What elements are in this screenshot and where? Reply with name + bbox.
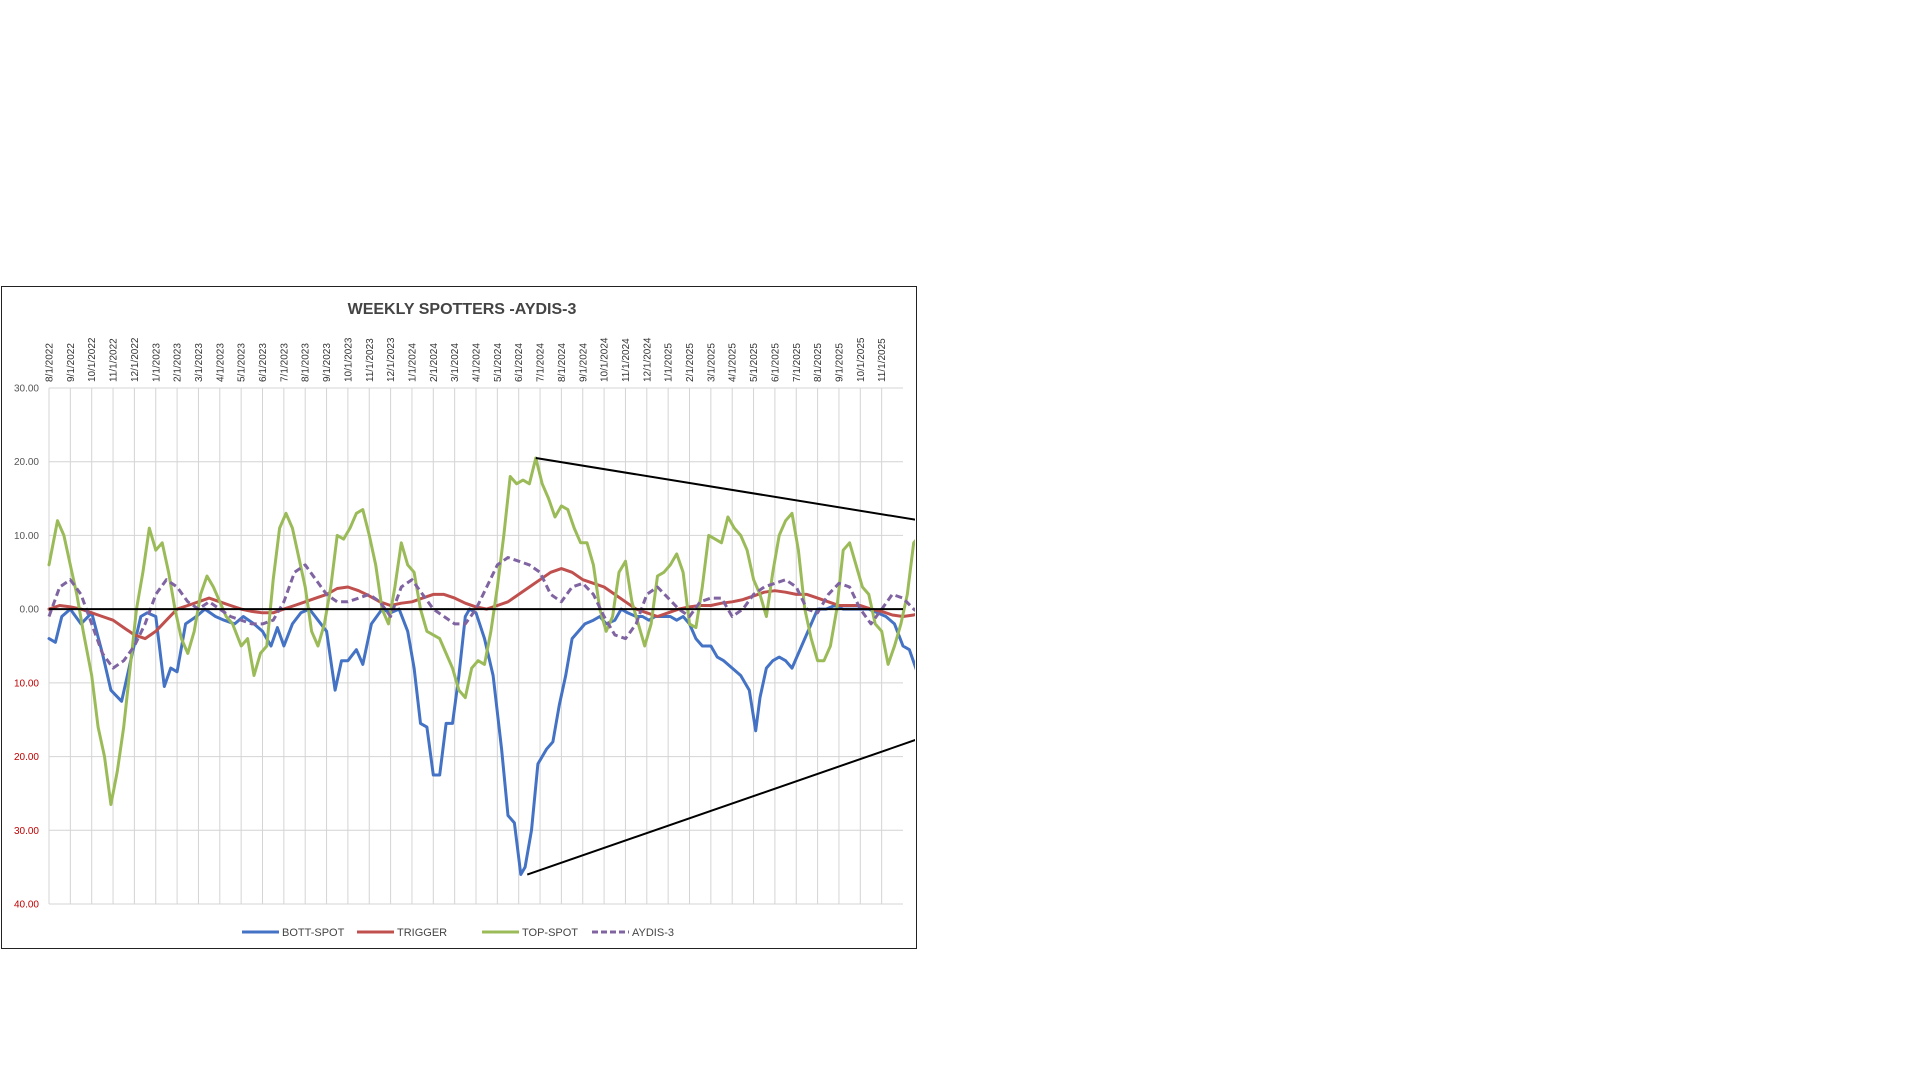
x-tick-label: 9/1/2022: [66, 343, 77, 382]
x-tick-label: 8/1/2022: [45, 343, 56, 382]
y-tick-label: 40.00: [14, 900, 39, 911]
x-tick-label: 2/1/2023: [173, 343, 184, 382]
series-line-aydis-3: [47, 556, 915, 670]
x-tick-label: 4/1/2025: [728, 343, 739, 382]
x-tick-label: 4/1/2023: [215, 343, 226, 382]
x-tick-label: 10/1/2025: [856, 337, 867, 382]
chart-frame: WEEKLY SPOTTERS -AYDIS-3 30.00 20.00 10.00…: [1, 286, 917, 949]
x-tick-label: 3/1/2023: [194, 343, 205, 382]
x-tick-label: 12/1/2023: [386, 337, 397, 382]
x-tick-label: 6/1/2025: [770, 343, 781, 382]
y-tick-label: 0.00: [20, 605, 40, 616]
series-line-bott-spot: [47, 604, 915, 876]
chart: WEEKLY SPOTTERS -AYDIS-3 30.00 20.00 10.00…: [14, 301, 915, 939]
x-tick-label: 5/1/2023: [237, 343, 248, 382]
x-tick-label: 5/1/2025: [749, 343, 760, 382]
x-tick-label: 9/1/2025: [834, 343, 845, 382]
x-tick-label: 2/1/2024: [429, 343, 440, 382]
series-line-top-spot: [47, 456, 915, 806]
annotations: [49, 457, 915, 876]
legend-label: BOTT-SPOT: [282, 927, 345, 939]
legend-label: TRIGGER: [397, 927, 447, 939]
grid: [48, 387, 903, 905]
series-layer: [47, 456, 915, 876]
series-line-trigger: [47, 567, 915, 641]
x-tick-label: 1/1/2023: [151, 343, 162, 382]
x-tick-label: 10/1/2024: [600, 337, 611, 382]
x-axis: 8/1/2022 9/1/2022 10/1/2022 11/1/2022 12/1/2…: [45, 337, 889, 382]
chart-title: WEEKLY SPOTTERS -AYDIS-3: [348, 301, 577, 318]
lower-trendline: [526, 739, 915, 876]
y-tick-label: 20.00: [14, 752, 39, 763]
x-tick-label: 5/1/2024: [493, 343, 504, 382]
x-tick-label: 7/1/2024: [536, 343, 547, 382]
legend-label: AYDIS-3: [632, 927, 674, 939]
x-tick-label: 9/1/2024: [578, 343, 589, 382]
x-tick-label: 4/1/2024: [472, 343, 483, 382]
y-tick-label: 10.00: [14, 678, 39, 689]
x-tick-label: 6/1/2024: [514, 343, 525, 382]
x-tick-label: 11/1/2024: [621, 338, 632, 382]
y-axis: 30.00 20.00 10.00 0.00 10.00 20.00 30.00 40.00: [14, 384, 39, 911]
x-tick-label: 1/1/2024: [407, 343, 418, 382]
x-tick-label: 11/1/2022: [109, 338, 120, 382]
x-tick-label: 10/1/2022: [87, 337, 98, 382]
x-tick-label: 6/1/2023: [258, 343, 269, 382]
x-tick-label: 11/1/2023: [365, 338, 376, 382]
x-tick-label: 9/1/2023: [322, 343, 333, 382]
x-tick-label: 8/1/2025: [813, 343, 824, 382]
y-tick-label: 30.00: [14, 826, 39, 837]
legend-label: TOP-SPOT: [522, 927, 578, 939]
y-tick-label: 20.00: [14, 457, 39, 468]
x-tick-label: 12/1/2022: [130, 337, 141, 382]
x-tick-label: 2/1/2025: [685, 343, 696, 382]
x-tick-label: 8/1/2023: [301, 343, 312, 382]
x-tick-label: 10/1/2023: [343, 337, 354, 382]
x-tick-label: 7/1/2025: [792, 343, 803, 382]
legend: BOTT-SPOT TRIGGER TOP-SPOT AYDIS-3: [242, 927, 674, 939]
x-tick-label: 3/1/2024: [450, 343, 461, 382]
x-tick-label: 11/1/2025: [877, 338, 888, 382]
x-tick-label: 12/1/2024: [642, 337, 653, 382]
x-tick-label: 7/1/2023: [279, 343, 290, 382]
x-tick-label: 3/1/2025: [706, 343, 717, 382]
y-tick-label: 30.00: [14, 384, 39, 395]
x-tick-label: 8/1/2024: [557, 343, 568, 382]
y-tick-label: 10.00: [14, 531, 39, 542]
x-tick-label: 1/1/2025: [664, 343, 675, 382]
upper-trendline: [535, 457, 915, 521]
